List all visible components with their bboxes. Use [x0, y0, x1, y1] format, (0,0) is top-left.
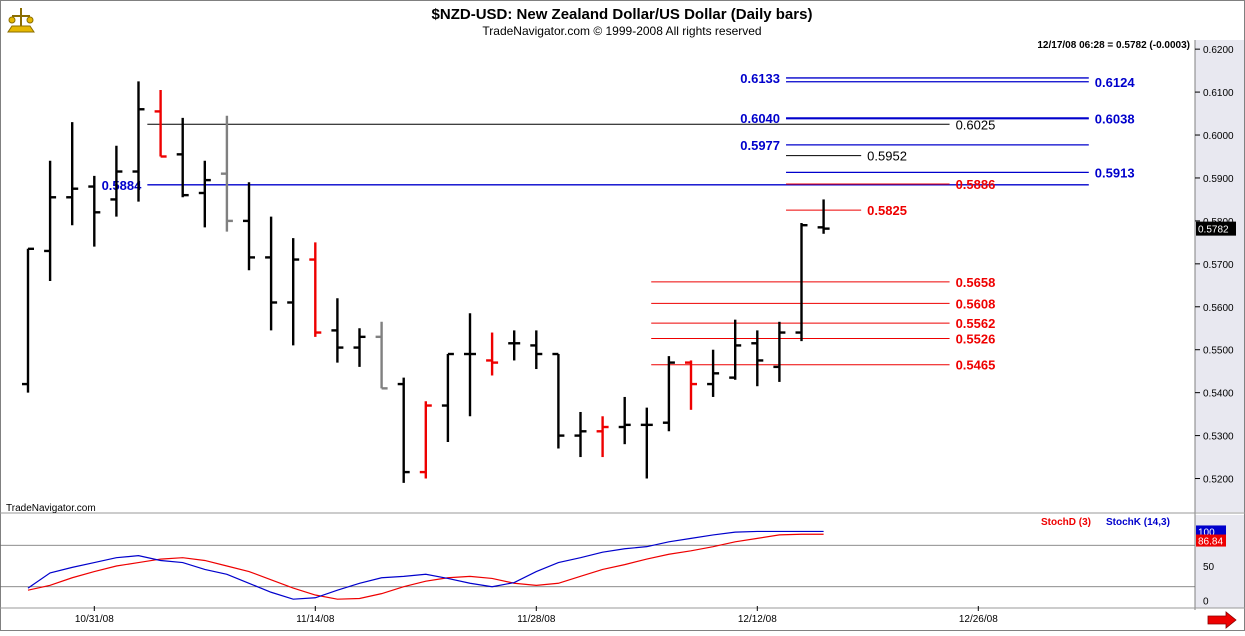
price-tick-label: 0.6000 — [1203, 131, 1234, 142]
level-label: 0.6124 — [1095, 75, 1136, 90]
date-axis-labels: 10/31/08 11/14/08 11/28/08 12/12/08 12/26/08 — [75, 606, 998, 625]
date-tick-label: 12/12/08 — [738, 614, 777, 625]
stoch-last-box — [1196, 534, 1226, 547]
date-tick-label: 10/31/08 — [75, 614, 114, 625]
ohlc-bar — [729, 319, 742, 380]
level-label: 0.5658 — [956, 275, 996, 290]
level-label: 0.6038 — [1095, 112, 1135, 127]
trade-navigator-logo-icon — [7, 8, 35, 33]
ohlc-bar — [287, 238, 300, 346]
ohlc-bar — [265, 216, 278, 331]
ohlc-bar — [176, 117, 189, 198]
ohlc-bar — [22, 247, 34, 393]
ohlc-bar — [574, 411, 587, 458]
ohlc-bar — [486, 332, 499, 376]
ohlc-bar — [88, 175, 101, 247]
ohlc-bar — [596, 416, 609, 458]
level-label: 0.5952 — [867, 149, 907, 164]
ohlc-bar — [685, 360, 697, 410]
price-tick-label: 0.5600 — [1203, 303, 1234, 314]
level-label: 0.5608 — [956, 296, 996, 311]
ohlc-bar — [243, 182, 255, 271]
quote-readout: 12/17/08 06:28 = 0.5782 (-0.0003) — [1037, 40, 1190, 51]
level-label: 0.6133 — [740, 71, 780, 86]
last-price-box — [1196, 221, 1236, 236]
last-price-label: 0.5782 — [1198, 225, 1229, 236]
ohlc-bar — [817, 199, 830, 234]
red-right-arrow-icon[interactable] — [1207, 611, 1237, 629]
stoch-tick-label: 50 — [1203, 562, 1215, 573]
ohlc-bar — [508, 330, 521, 361]
ohlc-bar — [773, 321, 786, 382]
ohlc-bar — [751, 330, 764, 387]
stoch-line-d — [27, 533, 824, 600]
stoch-tick-label: 0 — [1203, 597, 1209, 608]
level-label: 0.5886 — [956, 177, 996, 192]
ohlc-bar — [331, 298, 344, 363]
ohlc-bar — [662, 356, 675, 432]
price-tick-label: 0.5400 — [1203, 389, 1234, 400]
price-axis-labels: 0.62000.61000.60000.59000.58000.57000.56… — [1195, 45, 1236, 486]
watermark-text: TradeNavigator.com — [6, 503, 96, 514]
level-label: 0.5977 — [740, 138, 780, 153]
legend-stoch-d: StochD (3) — [1041, 517, 1091, 528]
level-label: 0.5526 — [956, 332, 996, 347]
stoch-last-label: 86.84 — [1198, 537, 1223, 548]
level-label: 0.6025 — [956, 117, 996, 132]
price-tick-label: 0.5900 — [1203, 174, 1234, 185]
price-bars — [22, 81, 830, 483]
stoch-line-k — [27, 530, 824, 600]
stoch-last-box — [1196, 525, 1226, 538]
price-tick-label: 0.6200 — [1203, 45, 1234, 56]
ohlc-bar — [707, 349, 720, 397]
level-label: 0.5562 — [956, 316, 996, 331]
ohlc-bar — [198, 160, 211, 228]
ohlc-bar — [795, 223, 808, 342]
chart-subtitle: TradeNavigator.com © 1999-2008 All right… — [482, 24, 761, 38]
ohlc-bar — [397, 377, 410, 483]
ohlc-bar — [464, 313, 476, 417]
ohlc-bar — [640, 407, 653, 479]
ohlc-bar — [220, 115, 233, 232]
ohlc-bar — [530, 330, 543, 370]
date-tick-label: 11/28/08 — [517, 614, 556, 625]
ohlc-bar — [353, 328, 366, 367]
stoch-last-label: 100 — [1198, 527, 1215, 538]
ohlc-bar — [309, 242, 322, 337]
ohlc-bar — [552, 352, 565, 449]
price-tick-label: 0.5300 — [1203, 432, 1234, 443]
ohlc-bar — [154, 89, 167, 158]
legend-stoch-k: StochK (14,3) — [1106, 517, 1170, 528]
ohlc-bar — [132, 81, 145, 202]
ohlc-bar — [66, 122, 79, 226]
level-label: 0.5465 — [956, 358, 996, 373]
ohlc-bar — [110, 145, 123, 217]
date-tick-label: 12/26/08 — [959, 614, 998, 625]
price-tick-label: 0.5200 — [1203, 475, 1234, 486]
price-axis-panel — [1195, 40, 1244, 512]
ohlc-bar — [44, 160, 57, 282]
price-tick-label: 0.5500 — [1203, 346, 1234, 357]
ohlc-bar — [419, 401, 432, 479]
price-tick-label: 0.6100 — [1203, 88, 1234, 99]
ohlc-bar — [375, 321, 388, 390]
level-label: 0.5913 — [1095, 165, 1135, 180]
price-tick-label: 0.5700 — [1203, 260, 1234, 271]
date-tick-label: 11/14/08 — [296, 614, 335, 625]
level-label: 0.5825 — [867, 203, 907, 218]
ohlc-bar — [441, 352, 454, 443]
level-label: 0.5884 — [102, 178, 143, 193]
ohlc-bar — [618, 396, 631, 445]
level-label: 0.6040 — [740, 111, 780, 126]
chart-title: $NZD-USD: New Zealand Dollar/US Dollar (… — [432, 6, 813, 23]
level-lines: 0.6133 0.6124 0.6040 0.6038 0.6025 0.5977 0.59… — [102, 71, 1136, 373]
